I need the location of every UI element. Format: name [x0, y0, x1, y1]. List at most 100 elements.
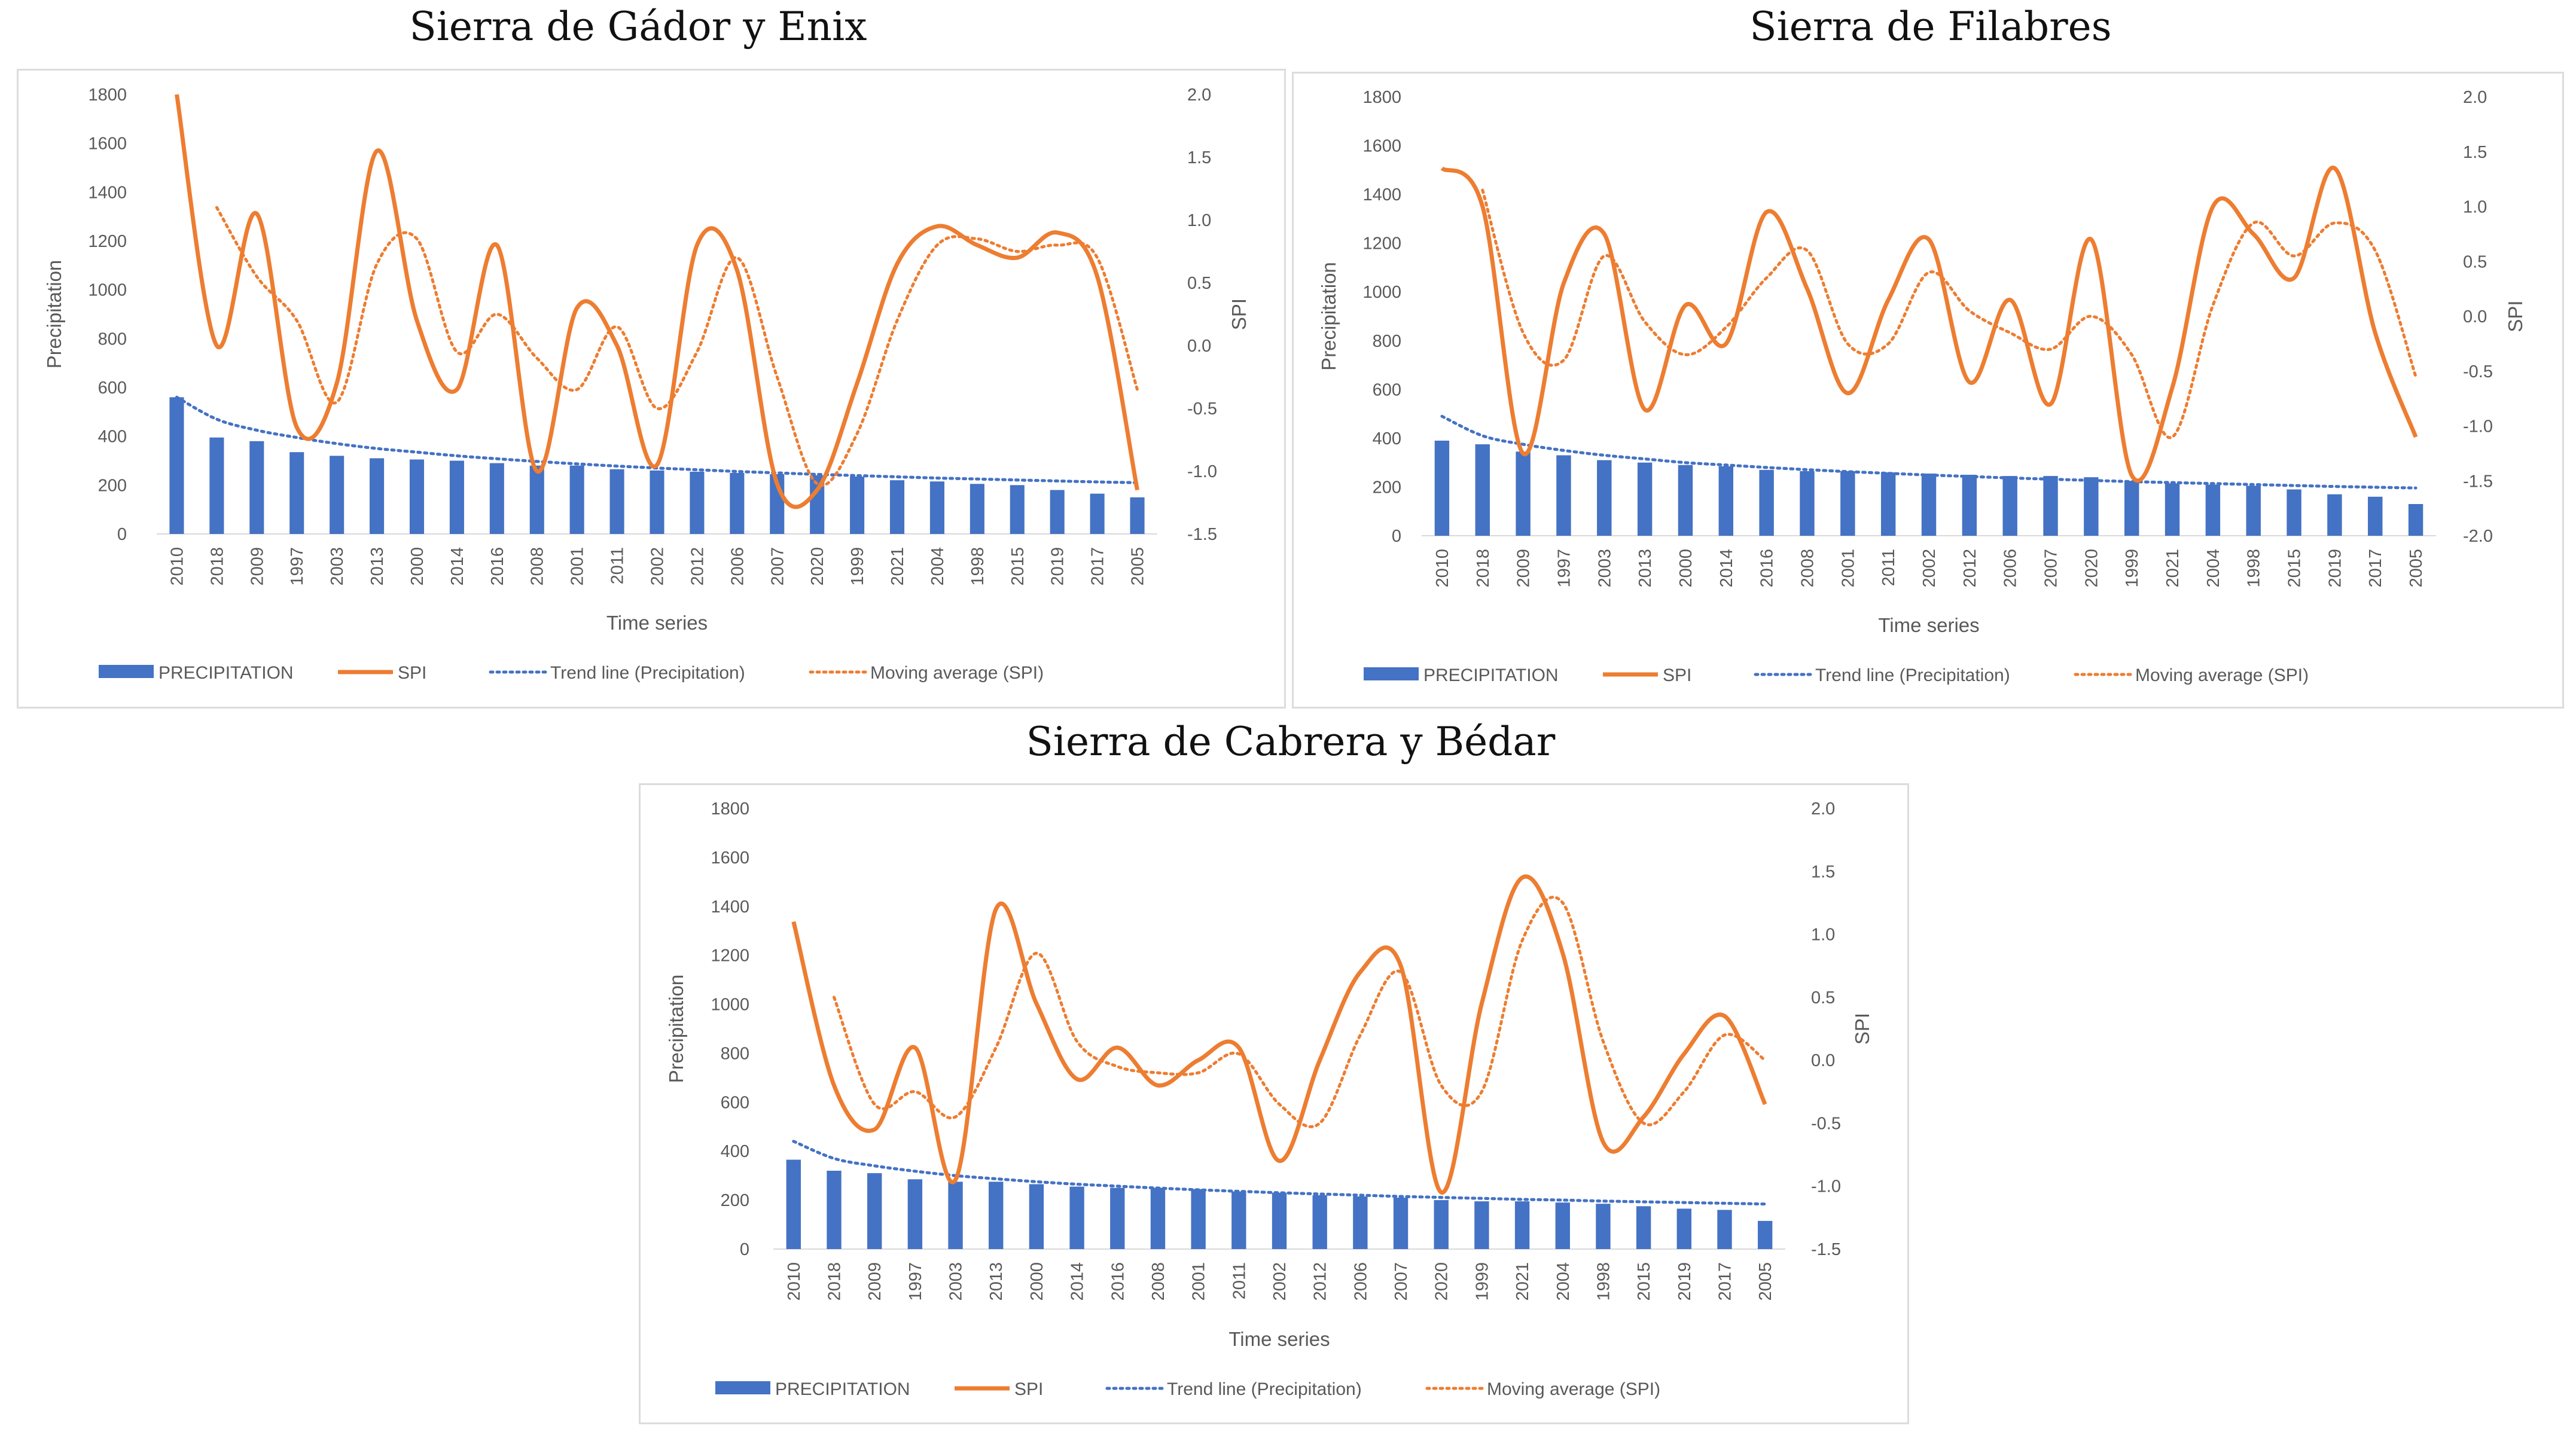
- y-tick-label: 800: [721, 1044, 749, 1063]
- precipitation-bar: [2084, 477, 2099, 536]
- precipitation-bar: [1150, 1187, 1166, 1249]
- precipitation-bar: [1090, 493, 1105, 534]
- x-tick-label: 2020: [1432, 1262, 1452, 1301]
- legend-moving-label: Moving average (SPI): [1487, 1379, 1660, 1399]
- x-tick-label: 2001: [1190, 1262, 1209, 1301]
- x-tick-label: 2002: [648, 547, 667, 586]
- y2-tick-label: 0.5: [1187, 274, 1211, 293]
- y-tick-label: 200: [98, 476, 127, 495]
- y2-tick-label: 2.0: [2463, 88, 2487, 107]
- precipitation-bar: [1475, 444, 1490, 536]
- x-tick-label: 2018: [1474, 549, 1493, 588]
- x-tick-label: 2018: [825, 1262, 845, 1301]
- y-axis-title: Precipitation: [1318, 262, 1340, 371]
- x-axis-title: Time series: [1228, 1328, 1330, 1350]
- x-tick-label: 2012: [688, 547, 707, 586]
- y2-tick-label: 2.0: [1187, 86, 1211, 105]
- x-tick-label: 2007: [768, 547, 787, 586]
- y-tick-label: 0: [1392, 527, 1401, 546]
- precipitation-bar: [1555, 1202, 1570, 1249]
- x-axis-title: Time series: [606, 612, 708, 634]
- y2-axis-title: SPI: [1851, 1013, 1873, 1045]
- legend-trend-label: Trend line (Precipitation): [550, 663, 745, 683]
- precipitation-bar: [1962, 475, 1977, 536]
- x-tick-label: 2017: [2366, 549, 2385, 588]
- trend-line-precipitation: [175, 395, 1139, 484]
- x-tick-label: 2016: [1758, 549, 1777, 588]
- precipitation-bar: [1434, 1200, 1449, 1249]
- legend-spi-label: SPI: [1014, 1379, 1043, 1399]
- legend-trend-label: Trend line (Precipitation): [1167, 1379, 1362, 1399]
- precipitation-bar: [1880, 472, 1896, 536]
- y2-axis-title: SPI: [2504, 300, 2526, 332]
- precipitation-bar: [2368, 496, 2383, 536]
- y2-tick-label: 0.0: [1187, 337, 1211, 356]
- precipitation-bar: [1231, 1191, 1246, 1249]
- legend-moving-label: Moving average (SPI): [2135, 665, 2309, 685]
- y-tick-label: 1800: [1362, 88, 1401, 107]
- x-tick-label: 2003: [1595, 549, 1614, 588]
- precipitation-bar: [1597, 460, 1612, 536]
- precipitation-bar: [827, 1170, 842, 1249]
- precipitation-bar: [1029, 1184, 1044, 1249]
- y2-tick-label: 1.0: [1811, 926, 1835, 945]
- precipitation-bar: [2408, 503, 2423, 536]
- x-tick-label: 2003: [947, 1262, 966, 1301]
- precipitation-bar: [1759, 469, 1774, 536]
- x-tick-label: 2002: [1270, 1262, 1289, 1301]
- x-tick-label: 1998: [2245, 549, 2264, 588]
- precipitation-bar: [1676, 1208, 1691, 1249]
- precipitation-bar: [1010, 485, 1025, 534]
- x-tick-label: 2011: [608, 547, 627, 584]
- y-tick-label: 1200: [88, 232, 127, 251]
- precipitation-bar: [690, 471, 705, 534]
- legend-moving-label: Moving average (SPI): [870, 663, 1044, 683]
- x-tick-label: 1997: [1554, 549, 1574, 588]
- legend-spi-label: SPI: [1663, 665, 1691, 685]
- precipitation-bar: [1718, 466, 1734, 536]
- precipitation-bar: [948, 1181, 963, 1249]
- precipitation-bar: [2124, 481, 2139, 536]
- legend-spi-label: SPI: [398, 663, 426, 683]
- x-tick-label: 2007: [1392, 1262, 1411, 1301]
- legend-precipitation-swatch: [715, 1381, 770, 1394]
- x-tick-label: 2004: [928, 547, 947, 586]
- chart-title-cabrera: Sierra de Cabrera y Bédar: [1026, 719, 1556, 765]
- y2-tick-label: 0.0: [2463, 307, 2487, 326]
- y-tick-label: 0: [740, 1240, 749, 1259]
- y-tick-label: 600: [98, 378, 127, 398]
- spi-line: [1440, 166, 2418, 483]
- precipitation-bar: [209, 437, 224, 534]
- precipitation-bar: [2327, 494, 2342, 536]
- y-tick-label: 1600: [88, 135, 127, 154]
- x-tick-label: 2008: [1149, 1262, 1168, 1301]
- x-tick-label: 2007: [2042, 549, 2061, 588]
- x-tick-label: 2002: [1920, 549, 1939, 588]
- chart-frame-filabres: [1292, 72, 2564, 709]
- precipitation-bar: [1637, 462, 1653, 536]
- precipitation-bar: [1474, 1201, 1489, 1249]
- y-tick-label: 1800: [711, 799, 749, 819]
- precipitation-bar: [529, 465, 544, 534]
- chart-filabres: 0 200 400 600 800 1000 1200 1400 1600 1800 -2.0 -1.…: [1318, 88, 2526, 685]
- precipitation-bar: [1921, 474, 1937, 536]
- precipitation-bar: [449, 460, 464, 534]
- x-tick-label: 2015: [1635, 1262, 1654, 1301]
- chart-title-filabres: Sierra de Filabres: [1749, 4, 2112, 50]
- precipitation-bar: [850, 477, 865, 534]
- precipitation-bar: [1312, 1195, 1327, 1249]
- precipitation-bar: [370, 458, 385, 534]
- y2-tick-label: 1.0: [1187, 211, 1211, 230]
- precipitation-bar: [1130, 497, 1145, 534]
- y-tick-label: 600: [721, 1093, 749, 1112]
- precipitation-bar: [1191, 1189, 1206, 1249]
- precipitation-bar: [169, 397, 184, 534]
- precipitation-bar: [730, 472, 745, 534]
- y-tick-label: 1400: [711, 897, 749, 917]
- y-tick-label: 200: [721, 1191, 749, 1210]
- x-tick-label: 1998: [1594, 1262, 1613, 1301]
- legend-precipitation-label: PRECIPITATION: [775, 1379, 910, 1399]
- x-tick-label: 2005: [2407, 549, 2426, 588]
- x-tick-label: 2019: [2325, 549, 2345, 588]
